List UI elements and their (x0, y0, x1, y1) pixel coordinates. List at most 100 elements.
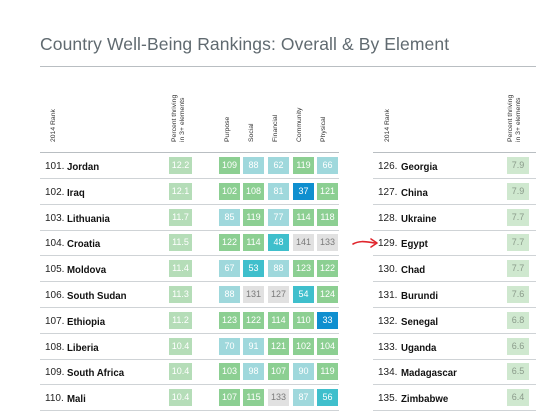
title-rule (40, 66, 536, 67)
physical-cell: 33 (317, 311, 338, 329)
social-cell: 91 (243, 337, 264, 355)
physical-cell: 118 (317, 208, 338, 226)
thriving-cell: 11.3 (169, 286, 192, 303)
country-name: Lithuania (67, 212, 110, 225)
thriving-cell: 11.2 (169, 311, 192, 329)
rank-cell: 103. (45, 212, 65, 224)
thriving-cell: 7.7 (507, 208, 529, 226)
community-cell: 102 (293, 337, 314, 355)
rank-cell: 110. (45, 393, 64, 405)
table-row: 104. Croatia 11.5 122 114 48 141 133 (40, 231, 339, 257)
table-row: 130. Chad 7.7 (373, 257, 536, 283)
country-name: China (401, 186, 428, 199)
rank-cell: 102. (45, 186, 65, 198)
country-name: Croatia (67, 238, 101, 251)
table-row: 126. Georgia 7.9 (373, 154, 536, 179)
rank-cell: 129. (378, 238, 398, 250)
thriving-cell: 7.9 (507, 157, 529, 174)
purpose-cell: 107 (219, 389, 240, 407)
thriving-cell: 11.5 (169, 234, 192, 252)
table-row: 110. Mali 10.4 107 115 133 87 56 (40, 386, 339, 411)
rank-cell: 135. (378, 393, 398, 405)
table-row: 132. Senegal 6.8 (373, 309, 536, 334)
country-name: South Sudan (67, 290, 127, 302)
table-row: 133. Uganda 6.6 (373, 335, 536, 360)
header-thriving-right: Percent thriving in 3+ elements (507, 94, 522, 142)
financial-cell: 48 (268, 234, 289, 252)
country-name: Burundi (401, 290, 439, 302)
country-name: Ethiopia (67, 315, 106, 328)
country-name: Mali (67, 393, 86, 406)
social-cell: 98 (243, 363, 264, 381)
header-community: Community (296, 107, 303, 142)
country-name: Liberia (67, 341, 99, 354)
header-physical: Physical (320, 116, 327, 142)
community-cell: 119 (293, 157, 314, 174)
country-name: Uganda (401, 341, 437, 354)
thriving-cell: 7.7 (507, 260, 529, 278)
thriving-cell: 6.8 (507, 311, 529, 329)
table-row: 109. South Africa 10.4 103 98 107 90 119 (40, 360, 339, 386)
header-thriving: Percent thriving in 3+ elements (171, 94, 186, 142)
right-header-rule (373, 152, 536, 153)
table-row: 127. China 7.9 (373, 180, 536, 205)
physical-cell: 133 (317, 234, 338, 252)
thriving-cell: 6.5 (507, 363, 529, 381)
country-name: Madagascar (401, 367, 457, 380)
table-row: 128. Ukraine 7.7 (373, 206, 536, 231)
purpose-cell: 85 (219, 208, 240, 226)
rank-cell: 128. (378, 212, 398, 224)
physical-cell: 124 (317, 286, 338, 303)
social-cell: 114 (243, 234, 264, 252)
thriving-cell: 6.6 (507, 337, 529, 355)
table-row: 107. Ethiopia 11.2 123 122 114 110 33 (40, 309, 339, 334)
table-row: 129. Egypt 7.7 (373, 231, 536, 257)
physical-cell: 66 (317, 157, 338, 174)
physical-cell: 104 (317, 337, 338, 355)
physical-cell: 121 (317, 182, 338, 200)
country-name: Moldova (67, 264, 107, 277)
social-cell: 108 (243, 182, 264, 200)
rank-cell: 133. (378, 341, 398, 353)
thriving-cell: 11.4 (169, 260, 192, 278)
red-arrow-icon (352, 238, 378, 248)
financial-cell: 133 (268, 389, 289, 407)
table-row: 103. Lithuania 11.7 85 119 77 114 118 (40, 206, 339, 231)
rank-cell: 104. (45, 238, 65, 250)
table-row: 108. Liberia 10.4 70 91 121 102 104 (40, 335, 339, 360)
thriving-cell: 11.7 (169, 208, 192, 226)
rank-cell: 134. (378, 367, 398, 379)
header-rank-right: 2014 Rank (384, 109, 391, 142)
country-name: Georgia (401, 161, 438, 173)
financial-cell: 121 (268, 337, 289, 355)
social-cell: 53 (243, 260, 264, 278)
physical-cell: 119 (317, 363, 338, 381)
community-cell: 90 (293, 363, 314, 381)
header-social: Social (248, 123, 255, 142)
social-cell: 115 (243, 389, 264, 407)
social-cell: 131 (243, 286, 264, 303)
purpose-cell: 103 (219, 363, 240, 381)
table-row: 135. Zimbabwe 6.4 (373, 386, 536, 411)
financial-cell: 114 (268, 311, 289, 329)
table-row: 106. South Sudan 11.3 88 131 127 54 124 (40, 283, 339, 308)
purpose-cell: 123 (219, 311, 240, 329)
rank-cell: 109. (45, 367, 65, 379)
thriving-cell: 10.4 (169, 337, 192, 355)
rank-cell: 108. (45, 341, 65, 353)
country-name: Iraq (67, 186, 85, 199)
country-name: Chad (401, 264, 426, 277)
thriving-cell: 12.2 (169, 157, 192, 174)
country-name: Zimbabwe (401, 393, 449, 406)
financial-cell: 88 (268, 260, 289, 278)
header-rank: 2014 Rank (50, 109, 57, 142)
physical-cell: 56 (317, 389, 338, 407)
rank-cell: 107. (45, 315, 65, 327)
rank-cell: 126. (378, 161, 398, 172)
financial-cell: 81 (268, 182, 289, 200)
social-cell: 88 (243, 157, 264, 174)
purpose-cell: 67 (219, 260, 240, 278)
page-title: Country Well-Being Rankings: Overall & B… (40, 34, 450, 54)
physical-cell: 122 (317, 260, 338, 278)
financial-cell: 62 (268, 157, 289, 174)
